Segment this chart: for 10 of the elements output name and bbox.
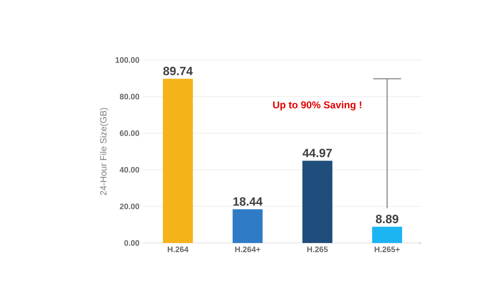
y-axis-title: 24-Hour File Size(GB): [100, 108, 108, 196]
data-label: 89.74: [163, 66, 193, 76]
bar: [232, 209, 263, 243]
bar: [162, 78, 193, 243]
annotation: Up to 90% Saving !: [273, 101, 362, 110]
bar: [372, 226, 402, 243]
data-label: 18.44: [233, 197, 263, 206]
bar: [302, 160, 332, 243]
data-label: 8.89: [376, 214, 398, 224]
data-label: 44.97: [302, 148, 332, 158]
